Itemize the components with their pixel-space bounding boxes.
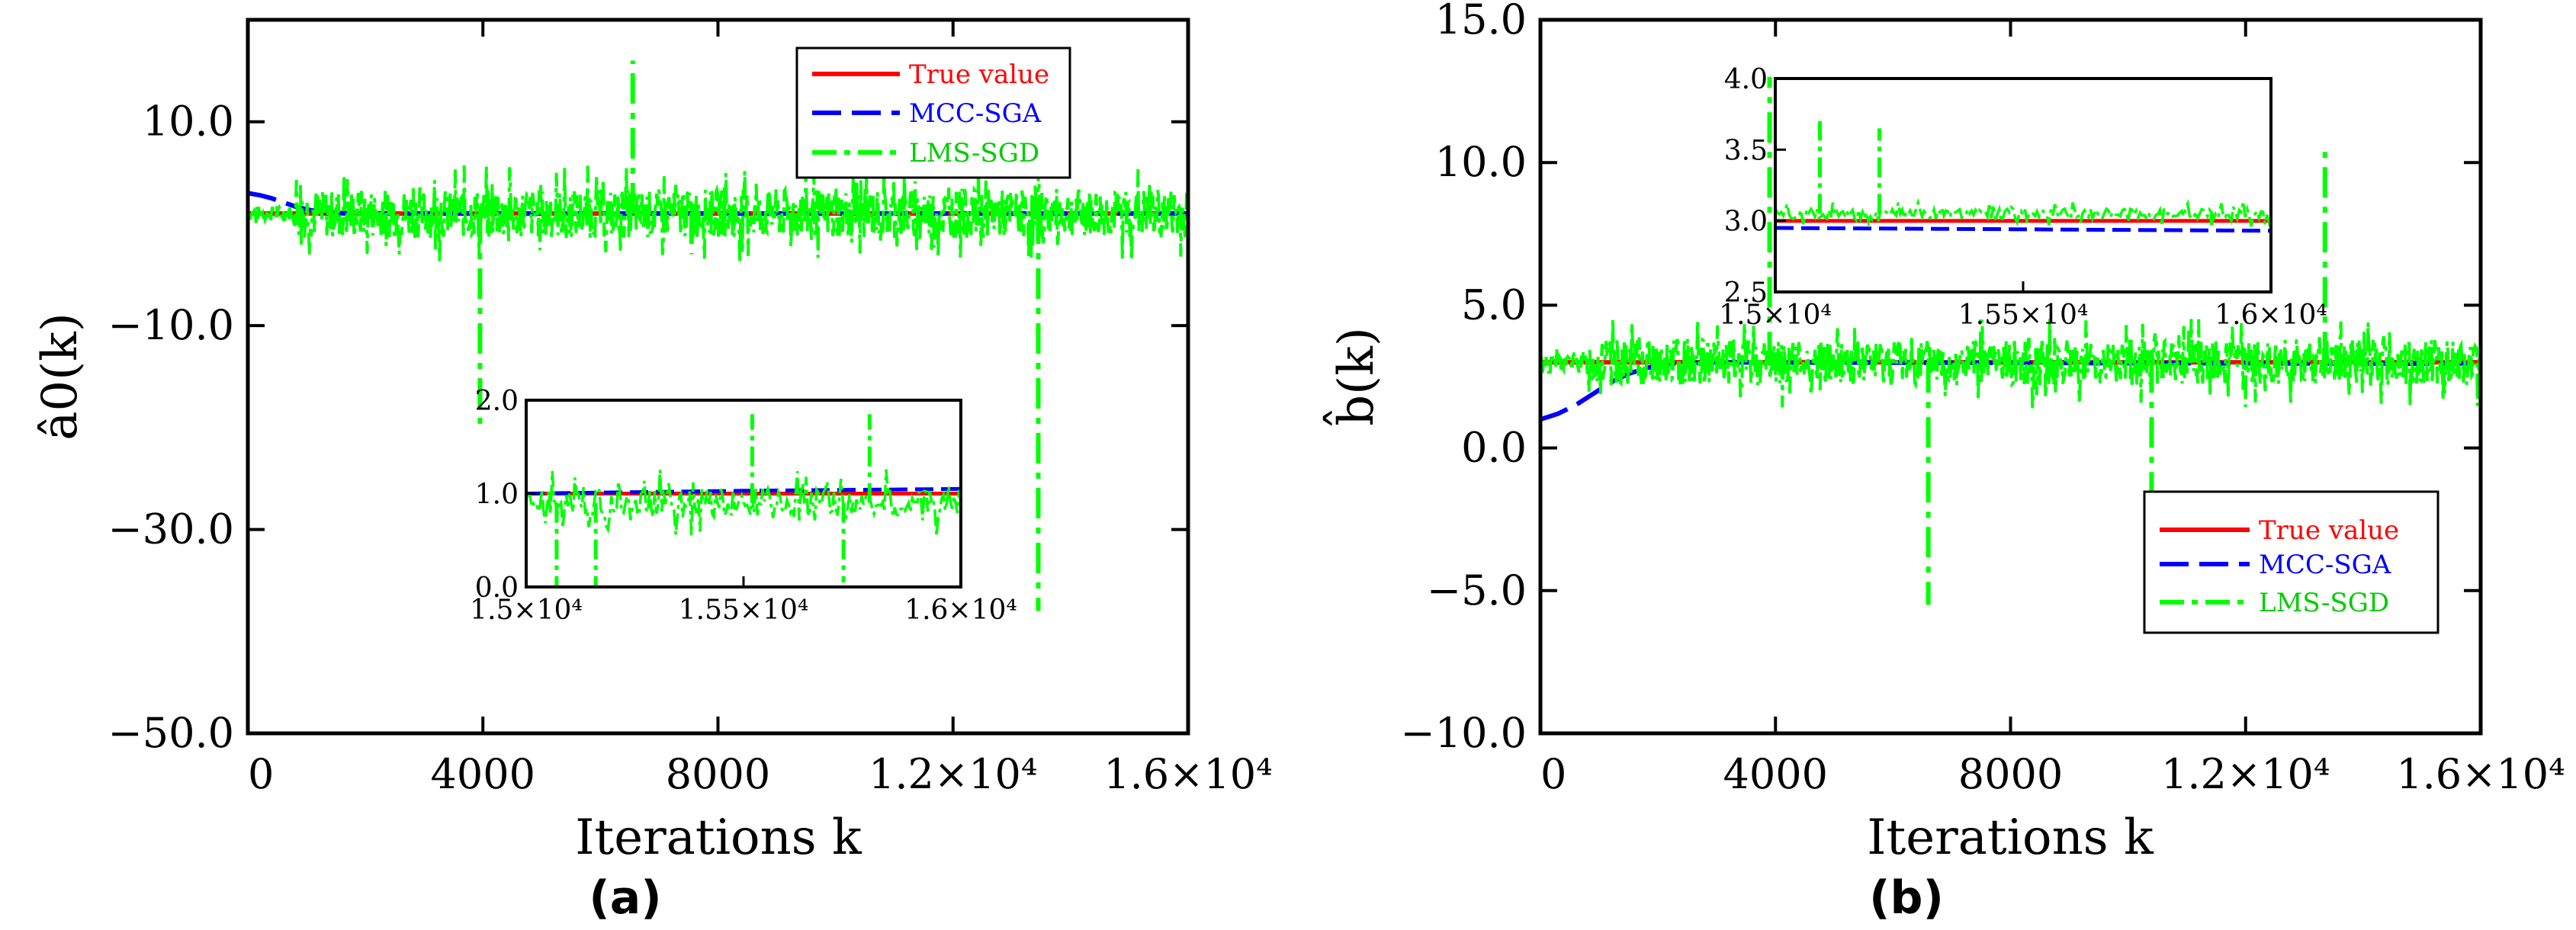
x-tick-label: 1.2×10⁴ — [869, 750, 1037, 798]
panel-a-ticks: 0 4000 8000 1.2×10⁴ 1.6×10⁴ −50.0 −30.0 −10.0 10… — [108, 20, 1273, 798]
legend-label-mcc-sga: MCC-SGA — [2259, 550, 2391, 580]
panel-a-label: (a) — [589, 871, 661, 925]
x-tick-label: 8000 — [666, 750, 770, 798]
y-tick-label: −50.0 — [108, 709, 234, 757]
panel-b-legend-box — [2143, 490, 2439, 634]
inset-y-tick-label: 3.0 — [1724, 207, 1768, 238]
x-tick-label: 4000 — [1723, 750, 1828, 798]
x-tick-label: 4000 — [431, 750, 535, 798]
y-tick-label: −10.0 — [1401, 709, 1527, 757]
inset-y-tick-label: 1.0 — [475, 479, 519, 511]
inset-series-group — [526, 414, 961, 587]
y-tick-label: 0.0 — [1461, 424, 1527, 472]
panel-a-y-axis-label: â0(k) — [32, 313, 88, 441]
panel-a: 1.5×10⁴ 1.55×10⁴ 1.6×10⁴ 0.0 1.0 2.0 True val… — [32, 18, 1273, 925]
legend-label-true-value: True value — [2259, 515, 2399, 546]
y-tick-label: 5.0 — [1461, 281, 1527, 329]
inset-background — [1775, 79, 2271, 292]
inset-lms-sgd-line — [526, 469, 961, 537]
panel-a-inset: 1.5×10⁴ 1.55×10⁴ 1.6×10⁴ 0.0 1.0 2.0 — [470, 386, 1017, 626]
x-tick-label: 0 — [1540, 750, 1566, 798]
panel-b-y-axis-label: b̂(k) — [1323, 327, 1385, 426]
panel-b-ticks: 0 4000 8000 1.2×10⁴ 1.6×10⁴ −10.0 −5.0 0.0 5.0 10… — [1401, 0, 2565, 798]
panel-a-plot-area — [248, 60, 1188, 611]
inset-series-group — [1775, 121, 2271, 233]
panel-b: 1.5×10⁴ 1.55×10⁴ 1.6×10⁴ 2.5 3.0 3.5 4.0 True … — [1323, 0, 2565, 925]
panel-b-x-axis-label: Iterations k — [1867, 810, 2154, 866]
inset-y-tick-label: 0.0 — [475, 572, 519, 604]
lms-sgd-series-line — [248, 165, 1188, 261]
y-tick-label: −10.0 — [108, 301, 234, 349]
inset-x-tick-label: 1.6×10⁴ — [2215, 300, 2327, 331]
legend-label-mcc-sga: MCC-SGA — [909, 98, 1042, 129]
y-tick-label: 10.0 — [143, 98, 234, 146]
x-tick-label: 1.6×10⁴ — [2396, 750, 2565, 798]
panel-b-label: (b) — [1869, 871, 1944, 925]
legend-label-true-value: True value — [909, 59, 1049, 90]
inset-x-tick-label: 1.5×10⁴ — [470, 595, 583, 626]
inset-y-tick-label: 4.0 — [1724, 64, 1768, 95]
inset-lms-sgd-line — [1775, 197, 2271, 228]
inset-x-tick-label: 1.55×10⁴ — [679, 595, 809, 626]
inset-mcc-sga-line — [1775, 226, 2271, 233]
legend-label-lms-sgd: LMS-SGD — [2259, 588, 2389, 618]
x-tick-label: 1.6×10⁴ — [1103, 750, 1272, 798]
y-tick-label: 15.0 — [1435, 0, 1527, 43]
inset-x-tick-label: 1.6×10⁴ — [904, 595, 1017, 626]
plot-series-group — [248, 60, 1188, 611]
panel-b-legend: True value MCC-SGA LMS-SGD — [2143, 490, 2439, 634]
panel-b-inset: 1.5×10⁴ 1.55×10⁴ 1.6×10⁴ 2.5 3.0 3.5 4.0 — [1719, 64, 2327, 331]
inset-y-tick-label: 2.5 — [1724, 277, 1768, 309]
inset-y-tick-label: 3.5 — [1724, 135, 1768, 166]
legend-label-lms-sgd: LMS-SGD — [909, 138, 1039, 168]
y-tick-label: 10.0 — [1435, 138, 1527, 186]
panel-a-legend-box — [795, 46, 1071, 179]
panel-a-x-axis-label: Iterations k — [575, 810, 862, 866]
inset-x-tick-label: 1.55×10⁴ — [1958, 300, 2089, 331]
x-tick-label: 0 — [248, 750, 274, 798]
inset-y-tick-label: 2.0 — [475, 386, 519, 417]
inset-mcc-sga-line — [526, 486, 961, 495]
y-tick-label: −30.0 — [108, 505, 234, 553]
panel-a-legend: True value MCC-SGA LMS-SGD — [795, 46, 1071, 179]
x-tick-label: 1.2×10⁴ — [2161, 750, 2330, 798]
inset-x-tick-label: 1.5×10⁴ — [1719, 300, 1832, 331]
y-tick-label: −5.0 — [1427, 566, 1527, 614]
x-tick-label: 8000 — [1958, 750, 2063, 798]
